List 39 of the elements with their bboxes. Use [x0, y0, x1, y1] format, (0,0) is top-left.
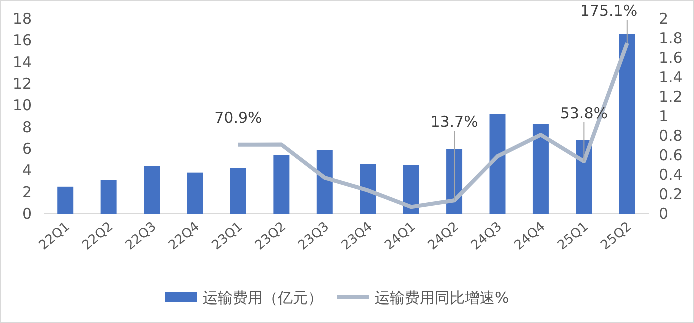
y-tick-label: 14 — [12, 53, 32, 72]
bar — [532, 124, 549, 214]
y2-tick-label: 2 — [659, 10, 669, 28]
bar — [144, 166, 160, 214]
y-tick-label: 4 — [22, 162, 32, 180]
y2-tick-label: 0.6 — [659, 146, 683, 164]
legend-label: 运输费用（亿元） — [203, 289, 323, 307]
bar — [316, 150, 333, 214]
y-tick-label: 10 — [12, 96, 32, 115]
bar — [490, 114, 506, 214]
bar — [360, 164, 376, 214]
y-tick-label: 12 — [12, 75, 32, 93]
bar — [619, 34, 636, 214]
y-tick-label: 6 — [22, 140, 32, 158]
data-label: 53.8% — [560, 104, 608, 122]
y2-tick-label: 1.6 — [659, 49, 683, 67]
y2-tick-label: 0.4 — [659, 166, 683, 184]
data-label: 70.9% — [214, 108, 262, 127]
y-tick-label: 2 — [22, 183, 32, 202]
y2-tick-label: 0.8 — [659, 127, 683, 145]
y2-tick-label: 1.4 — [659, 68, 683, 86]
bar — [230, 168, 246, 214]
y-tick-label: 16 — [12, 32, 32, 50]
y-tick-label: 18 — [12, 10, 32, 28]
bar — [403, 165, 420, 214]
bar — [187, 172, 204, 214]
data-label: 13.7% — [430, 113, 478, 131]
y2-tick-label: 1 — [659, 108, 669, 126]
bar — [58, 186, 74, 214]
y2-tick-label: 0 — [659, 205, 669, 223]
legend-label: 运输费用同比增速% — [375, 289, 510, 307]
bar — [100, 180, 117, 214]
bar — [274, 156, 290, 214]
y-tick-label: 0 — [22, 205, 32, 223]
y2-tick-label: 0.2 — [659, 186, 683, 204]
y-tick-label: 8 — [22, 118, 32, 136]
data-label: 175.1% — [580, 2, 638, 20]
y2-tick-label: 1.8 — [659, 30, 683, 48]
y2-tick-label: 1.2 — [659, 88, 683, 106]
